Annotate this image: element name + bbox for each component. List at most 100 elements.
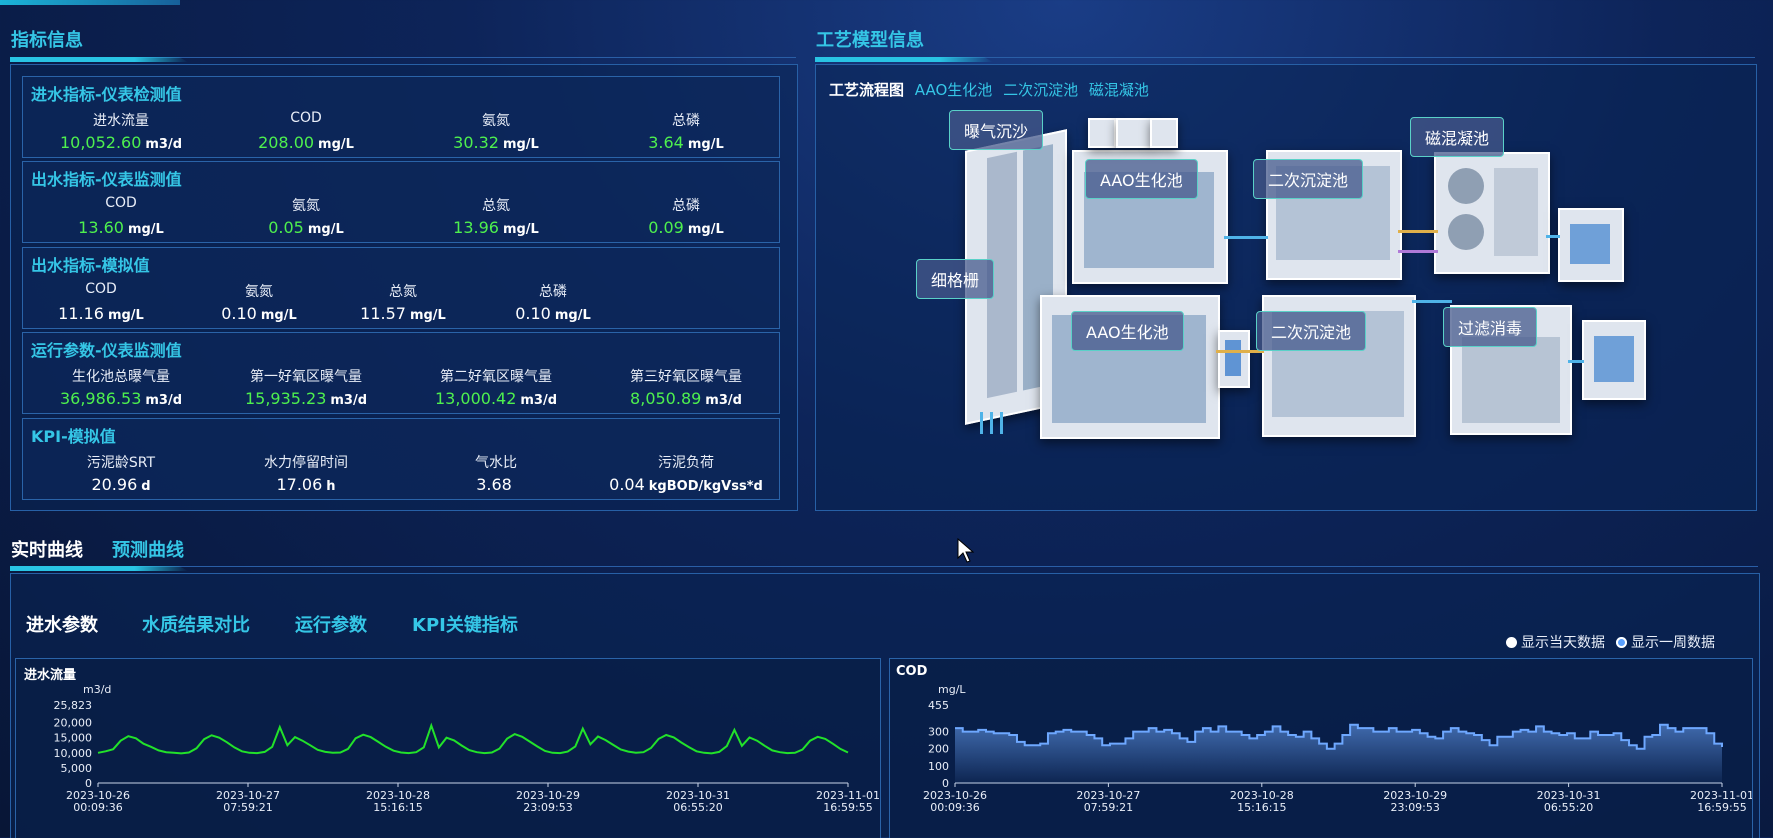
chart-x-tick-date: 2023-10-28 bbox=[366, 789, 430, 802]
metric-number: 15,935.23 bbox=[244, 389, 327, 408]
pipe-1 bbox=[1224, 236, 1268, 239]
metric-label: 水力停留时间 bbox=[264, 455, 348, 471]
metric-unit: mg/L bbox=[318, 137, 354, 152]
metric-unit: mg/L bbox=[554, 308, 591, 323]
metric-unit: mg/L bbox=[307, 222, 344, 237]
metric-number: 11.16 bbox=[58, 304, 104, 323]
metric-unit: m3/d bbox=[330, 393, 368, 408]
process-tab-magnetic[interactable]: 磁混凝池 bbox=[1088, 81, 1149, 99]
metric-label: 进水流量 bbox=[93, 113, 149, 129]
chart-y-tick: 15,000 bbox=[54, 732, 93, 745]
radio-today-icon[interactable] bbox=[1506, 637, 1517, 648]
metric-unit: mg/L bbox=[409, 308, 446, 323]
metric-label: 总磷 bbox=[539, 284, 567, 300]
chart-x-tick-time: 00:09:36 bbox=[73, 801, 122, 814]
subtab-kpi[interactable]: KPI关键指标 bbox=[412, 615, 518, 636]
metric-value: 30.32 mg/L bbox=[396, 133, 596, 152]
plant-small-block-1 bbox=[1088, 118, 1116, 148]
plant-label-filter-disinfect[interactable]: 过滤消毒 bbox=[1443, 307, 1538, 347]
chart-x-tick-time: 15:16:15 bbox=[1237, 801, 1286, 814]
plant-label-fine-screen[interactable]: 细格栅 bbox=[916, 259, 995, 299]
metric-number: 13.96 bbox=[453, 218, 499, 237]
subtab-inflow-params[interactable]: 进水参数 bbox=[26, 615, 98, 636]
metric-unit: mg/L bbox=[127, 222, 164, 237]
subtab-water-quality[interactable]: 水质结果对比 bbox=[142, 615, 250, 636]
plant-small-block-3 bbox=[1150, 118, 1178, 148]
chart-x-tick-time: 16:59:55 bbox=[823, 801, 872, 814]
indicator-block: KPI-模拟值 污泥龄SRT 20.96 d 水力停留时间 17.06 h 气水比 3.68 污泥… bbox=[22, 418, 780, 500]
metric-number: 13,000.42 bbox=[434, 389, 517, 408]
metric-number: 3.68 bbox=[476, 475, 512, 494]
metric-value: 13,000.42 m3/d bbox=[396, 389, 596, 408]
metric-label: COD bbox=[105, 195, 137, 211]
tab-realtime-curve[interactable]: 实时曲线 bbox=[11, 540, 83, 561]
chart-x-tick-time: 07:59:21 bbox=[1084, 801, 1133, 814]
indicator-block-title: 出水指标-模拟值 bbox=[31, 256, 150, 275]
chart-x-tick-time: 06:55:20 bbox=[673, 801, 722, 814]
chart-y-unit: mg/L bbox=[938, 683, 966, 696]
plant-right-building-2 bbox=[1582, 320, 1646, 400]
top-accent-bar bbox=[0, 0, 180, 5]
process-tab-aao[interactable]: AAO生化池 bbox=[914, 81, 993, 99]
process-tab-flowchart[interactable]: 工艺流程图 bbox=[829, 81, 905, 99]
metric-number: 0.09 bbox=[648, 218, 684, 237]
metric-unit: m3/d bbox=[705, 393, 742, 408]
radio-today[interactable]: 显示当天数据 bbox=[1506, 632, 1605, 652]
metric-label: 污泥负荷 bbox=[658, 455, 714, 471]
mouse-cursor-icon bbox=[957, 538, 975, 563]
pipe-4 bbox=[1412, 300, 1452, 303]
metric-unit: m3/d bbox=[520, 393, 558, 408]
metric-unit: d bbox=[141, 479, 151, 494]
metric-label: COD bbox=[290, 110, 322, 126]
process-section-accent bbox=[815, 57, 993, 62]
metric-value: 0.04 kgBOD/kgVss*d bbox=[586, 475, 786, 494]
chart-x-tick-date: 2023-10-31 bbox=[666, 789, 730, 802]
chart-x-tick-time: 06:55:20 bbox=[1544, 801, 1593, 814]
metric-label: 氨氮 bbox=[482, 113, 510, 129]
chart-x-tick-time: 23:09:53 bbox=[523, 801, 572, 814]
indicator-block-title: 运行参数-仪表监测值 bbox=[31, 341, 182, 360]
chart-x-tick-date: 2023-11-01 bbox=[816, 789, 880, 802]
metric-number: 20.96 bbox=[91, 475, 138, 494]
chart-inflow-title: 进水流量 bbox=[24, 668, 77, 683]
radio-week-icon[interactable] bbox=[1616, 637, 1627, 648]
chart-y-tick: 455 bbox=[928, 699, 949, 712]
plant-label-secondary-top[interactable]: 二次沉淀池 bbox=[1253, 159, 1364, 199]
chart-y-tick: 25,823 bbox=[54, 699, 93, 712]
pipe-6 bbox=[1546, 235, 1560, 238]
indicator-block: 出水指标-模拟值 COD 11.16 mg/L 氨氮 0.10 mg/L 总氮 11.57 mg/… bbox=[22, 247, 780, 329]
metric-label: 总氮 bbox=[389, 284, 417, 300]
metric-number: 0.10 bbox=[515, 304, 551, 323]
indicator-block-title: 进水指标-仪表检测值 bbox=[31, 85, 182, 104]
metric-label: 气水比 bbox=[475, 455, 517, 471]
metric-value: 0.10 mg/L bbox=[159, 304, 359, 323]
chart-y-tick: 0 bbox=[85, 777, 92, 790]
plant-label-aeration-grit[interactable]: 曝气沉沙 bbox=[949, 110, 1044, 150]
subtab-operation-params[interactable]: 运行参数 bbox=[295, 615, 367, 636]
indicator-section-title: 指标信息 bbox=[11, 30, 83, 51]
indicator-block: 进水指标-仪表检测值 进水流量 10,052.60 m3/d COD 208.00 mg/L… bbox=[22, 76, 780, 158]
metric-number: 30.32 bbox=[453, 133, 499, 152]
process-tab-secondary[interactable]: 二次沉淀池 bbox=[1003, 81, 1079, 99]
metric-number: 17.06 bbox=[276, 475, 323, 494]
radio-week[interactable]: 显示一周数据 bbox=[1616, 632, 1715, 652]
chart-x-tick-date: 2023-10-28 bbox=[1230, 789, 1294, 802]
metric-number: 11.57 bbox=[360, 304, 406, 323]
metric-label: 生化池总曝气量 bbox=[72, 369, 170, 385]
chart-series-area bbox=[955, 724, 1722, 783]
metric-value: 8,050.89 m3/d bbox=[586, 389, 786, 408]
indicator-block: 出水指标-仪表监测值 COD 13.60 mg/L 氨氮 0.05 mg/L 总氮 13.96 m… bbox=[22, 161, 780, 243]
radio-today-label: 显示当天数据 bbox=[1521, 635, 1605, 651]
metric-value: 0.05 mg/L bbox=[206, 218, 406, 237]
chart-x-tick-time: 15:16:15 bbox=[373, 801, 422, 814]
metric-label: 总磷 bbox=[672, 113, 700, 129]
plant-label-aao-bottom[interactable]: AAO生化池 bbox=[1071, 311, 1184, 351]
pipe-2 bbox=[1398, 230, 1438, 233]
plant-label-magnetic[interactable]: 磁混凝池 bbox=[1410, 117, 1505, 157]
plant-label-secondary-bottom[interactable]: 二次沉淀池 bbox=[1256, 311, 1367, 351]
tab-forecast-curve[interactable]: 预测曲线 bbox=[112, 540, 184, 561]
plant-label-aao-top[interactable]: AAO生化池 bbox=[1085, 159, 1198, 199]
metric-number: 3.64 bbox=[648, 133, 684, 152]
metric-value: 3.68 bbox=[396, 475, 596, 494]
chart-x-tick-time: 00:09:36 bbox=[930, 801, 979, 814]
